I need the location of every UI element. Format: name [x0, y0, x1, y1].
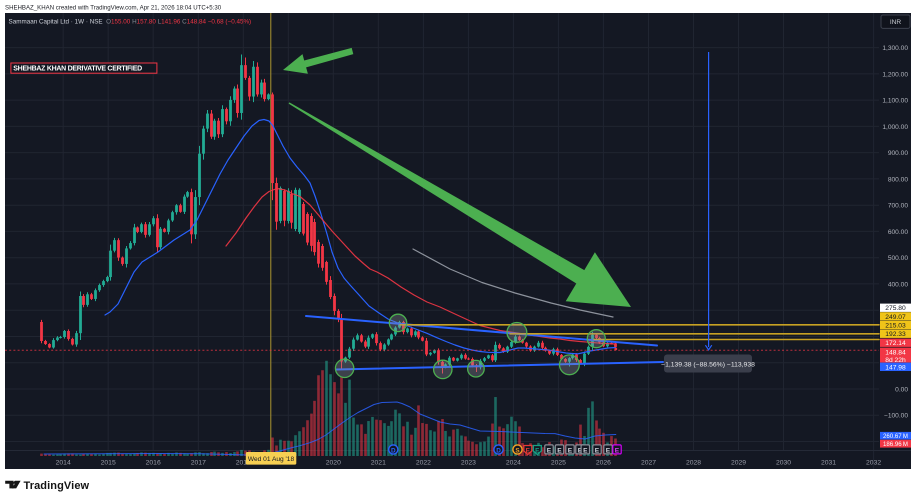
- svg-text:Wed 01 Aug '18: Wed 01 Aug '18: [248, 456, 295, 463]
- svg-text:8d 22h: 8d 22h: [885, 357, 906, 364]
- svg-text:172.14: 172.14: [885, 340, 906, 347]
- svg-text:2024: 2024: [506, 460, 521, 467]
- svg-text:TradingView: TradingView: [24, 480, 90, 492]
- svg-text:2016: 2016: [146, 460, 161, 467]
- svg-text:E: E: [595, 447, 600, 454]
- svg-text:147.98: 147.98: [885, 364, 906, 371]
- svg-text:249.07: 249.07: [885, 314, 906, 321]
- svg-text:INR: INR: [890, 19, 902, 26]
- svg-text:D: D: [496, 447, 501, 454]
- svg-text:E: E: [547, 447, 552, 454]
- svg-text:E: E: [535, 447, 540, 454]
- svg-text:2030: 2030: [776, 460, 791, 467]
- svg-text:E: E: [578, 447, 583, 454]
- svg-text:2025: 2025: [551, 460, 566, 467]
- svg-text:800.00: 800.00: [888, 176, 909, 183]
- svg-text:2018: 2018: [236, 460, 251, 467]
- svg-text:500.00: 500.00: [888, 255, 909, 262]
- svg-text:400.00: 400.00: [888, 281, 909, 288]
- svg-text:700.00: 700.00: [888, 203, 909, 210]
- svg-text:2015: 2015: [101, 460, 116, 467]
- svg-text:2029: 2029: [731, 460, 746, 467]
- svg-text:148.84: 148.84: [885, 350, 906, 357]
- svg-text:260.67 M: 260.67 M: [883, 433, 908, 440]
- svg-text:E: E: [606, 447, 611, 454]
- svg-text:192.33: 192.33: [885, 331, 906, 338]
- svg-text:2031: 2031: [821, 460, 836, 467]
- svg-text:1,000.00: 1,000.00: [882, 124, 908, 131]
- svg-text:0.00: 0.00: [895, 386, 908, 393]
- svg-text:E: E: [557, 447, 562, 454]
- svg-text:2017: 2017: [191, 460, 206, 467]
- svg-text:2032: 2032: [866, 460, 881, 467]
- svg-text:SHEHBAZ KHAN DERIVATIVE CERTIF: SHEHBAZ KHAN DERIVATIVE CERTIFIED: [13, 66, 142, 73]
- svg-text:SHEHBAZ_KHAN created with Trad: SHEHBAZ_KHAN created with TradingView.co…: [5, 5, 222, 12]
- svg-text:E: E: [526, 447, 531, 454]
- svg-text:−1,139.38 (−88.56%) −113,938: −1,139.38 (−88.56%) −113,938: [661, 362, 755, 369]
- svg-text:2028: 2028: [686, 460, 701, 467]
- svg-text:2022: 2022: [416, 460, 431, 467]
- svg-text:215.03: 215.03: [885, 323, 906, 330]
- svg-text:E: E: [583, 447, 588, 454]
- svg-text:2026: 2026: [596, 460, 611, 467]
- svg-text:600.00: 600.00: [888, 229, 909, 236]
- svg-text:Sammaan Capital Ltd · 1W · NSE: Sammaan Capital Ltd · 1W · NSE O155.00 H…: [9, 19, 252, 26]
- svg-text:E: E: [568, 447, 573, 454]
- svg-text:1,200.00: 1,200.00: [882, 71, 908, 78]
- svg-text:2014: 2014: [56, 460, 71, 467]
- svg-text:E: E: [615, 447, 620, 454]
- svg-text:S: S: [515, 447, 520, 454]
- svg-text:D: D: [391, 447, 396, 454]
- svg-text:2023: 2023: [461, 460, 476, 467]
- svg-text:2027: 2027: [641, 460, 656, 467]
- svg-text:275.80: 275.80: [885, 305, 906, 312]
- svg-text:186.96 M: 186.96 M: [883, 441, 908, 448]
- svg-text:900.00: 900.00: [888, 150, 909, 157]
- svg-text:2020: 2020: [326, 460, 341, 467]
- svg-text:−100.00: −100.00: [884, 413, 908, 420]
- svg-text:1,100.00: 1,100.00: [882, 98, 908, 105]
- svg-text:1,300.00: 1,300.00: [882, 45, 908, 52]
- svg-text:2021: 2021: [371, 460, 386, 467]
